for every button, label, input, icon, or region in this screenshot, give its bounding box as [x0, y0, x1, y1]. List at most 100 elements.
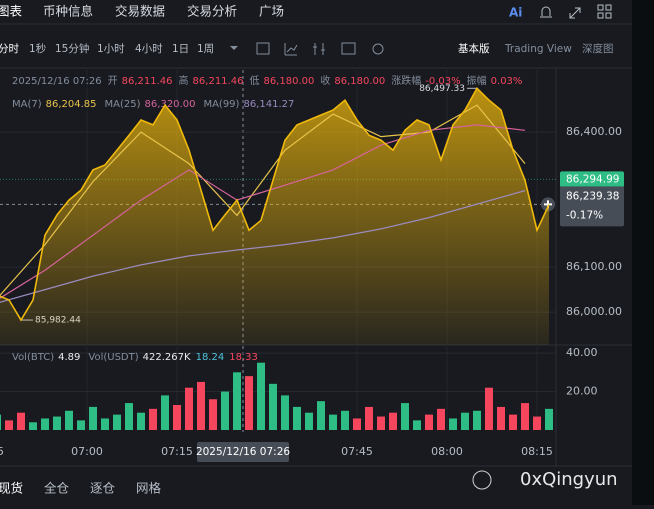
- watermark-icon: [472, 470, 492, 490]
- info-value: 86,180.00: [263, 76, 314, 87]
- info-label: 开: [108, 76, 118, 87]
- bottom-tab[interactable]: 全仓: [44, 481, 70, 496]
- y-tick-label: 86,000.00: [566, 305, 622, 318]
- crosshair-price-box: [560, 186, 624, 227]
- volume-bar: [185, 387, 193, 430]
- vol-legend-name: Vol(USDT): [88, 352, 138, 363]
- x-tick-label: 08:15: [521, 445, 553, 458]
- nav-tab[interactable]: 广场: [259, 4, 284, 19]
- interval-tab[interactable]: 1日: [172, 43, 189, 55]
- x-tick-label: 07:15: [161, 445, 193, 458]
- volume-bar: [377, 416, 385, 430]
- volume-bar: [53, 416, 61, 430]
- volume-bar: [17, 412, 25, 430]
- extreme-label: 86,497.33: [419, 84, 465, 94]
- info-label: 高: [179, 74, 189, 87]
- volume-bar: [485, 387, 493, 430]
- info-value: -0.03%: [425, 76, 460, 87]
- last-price-box: [560, 171, 624, 188]
- volume-bar: [437, 408, 445, 430]
- crosshair-time-box: [197, 442, 289, 462]
- legend-name: MA(25): [105, 99, 141, 110]
- bell-icon[interactable]: [540, 6, 552, 18]
- volume-bar: [137, 412, 145, 430]
- bottom-tab[interactable]: 现货: [0, 481, 23, 496]
- volume-plot: [0, 362, 553, 430]
- volume-bar: [149, 408, 157, 430]
- x-tick-label: 07:45: [341, 445, 373, 458]
- side-panel: [632, 0, 654, 505]
- x-tick-label: 45: [0, 445, 4, 458]
- ma-line: [0, 104, 526, 297]
- interval-tab[interactable]: 1秒: [29, 42, 47, 55]
- info-label: 振幅: [467, 74, 487, 87]
- view-tab[interactable]: 深度图: [582, 42, 614, 55]
- grid-icon[interactable]: [597, 4, 612, 19]
- ma-line: [0, 124, 526, 299]
- volume-bar: [29, 422, 37, 430]
- volume-bar: [41, 418, 49, 430]
- interval-tab[interactable]: 1小时: [97, 43, 125, 55]
- volume-bar: [533, 416, 541, 430]
- crosshair-change: -0.17%: [566, 209, 603, 221]
- y-tick-label: 86,400.00: [566, 125, 622, 138]
- crosshair-time: 2025/12/16 07:26: [196, 446, 290, 458]
- nav-tab[interactable]: 交易分析: [187, 4, 237, 19]
- volume-bar: [461, 412, 469, 430]
- legend-name: MA(99): [203, 99, 239, 110]
- ma-line: [0, 190, 526, 303]
- volume-bar: [413, 420, 421, 430]
- volume-bar: [473, 410, 481, 430]
- legend-value: 86,141.27: [243, 99, 294, 110]
- bottom-tab[interactable]: 网格: [136, 481, 162, 496]
- nav-tab[interactable]: 图表: [0, 4, 23, 19]
- volume-bar: [449, 418, 457, 430]
- volume-bar: [545, 408, 553, 430]
- view-tab[interactable]: 基本版: [458, 42, 490, 55]
- volume-bar: [425, 414, 433, 430]
- interval-tab[interactable]: 15分钟: [55, 42, 89, 55]
- view-tab[interactable]: Trading View: [504, 43, 572, 55]
- volume-bar: [341, 410, 349, 430]
- volume-bar: [281, 395, 289, 430]
- volume-bar: [329, 414, 337, 430]
- crosshair-price: 86,239.38: [566, 190, 619, 202]
- vol-legend-value: 422.267K: [143, 352, 191, 363]
- text-row: MA(7) 86,204.85 MA(25) 86,320.00 MA(99) 86,14…: [12, 99, 294, 110]
- x-tick-label: 08:00: [431, 445, 463, 458]
- volume-bar: [233, 372, 241, 430]
- x-tick-label: 07:00: [71, 445, 103, 458]
- legend-value: 86,320.00: [145, 99, 196, 110]
- price-area: [0, 88, 549, 345]
- info-time: 2025/12/16 07:26: [12, 76, 102, 87]
- vol-legend-name: Vol(BTC): [12, 352, 54, 363]
- volume-bar: [389, 412, 397, 430]
- watermark: 0xQingyun: [520, 469, 618, 490]
- volume-bar: [521, 403, 529, 430]
- bottom-tab[interactable]: 逐仓: [90, 481, 116, 496]
- volume-bar: [245, 376, 253, 430]
- volume-bar: [197, 381, 205, 430]
- tool-icons[interactable]: [256, 42, 384, 56]
- volume-bar: [5, 420, 13, 430]
- volume-bar: [125, 403, 133, 430]
- info-label: 涨跌幅: [391, 74, 421, 87]
- nav-tab[interactable]: 币种信息: [43, 4, 93, 19]
- expand-icon[interactable]: [569, 7, 581, 19]
- interval-tab[interactable]: 1周: [197, 43, 214, 55]
- volume-bar: [65, 410, 73, 430]
- dropdown-caret[interactable]: [230, 46, 238, 50]
- ai-button[interactable]: Ai: [509, 6, 522, 20]
- nav-tab[interactable]: 交易数据: [115, 4, 165, 19]
- vol-ma-value: 18.33: [229, 352, 258, 363]
- legend-name: MA(7): [12, 99, 42, 110]
- volume-bar: [353, 418, 361, 430]
- info-value: 0.03%: [491, 76, 523, 87]
- last-price-label: 86,294.99: [566, 173, 619, 185]
- info-label: 低: [249, 74, 259, 87]
- y-tick-label: 86,100.00: [566, 260, 622, 273]
- interval-tab[interactable]: 4小时: [135, 43, 163, 55]
- volume-bar: [173, 405, 181, 430]
- interval-tab[interactable]: 分时: [0, 43, 19, 55]
